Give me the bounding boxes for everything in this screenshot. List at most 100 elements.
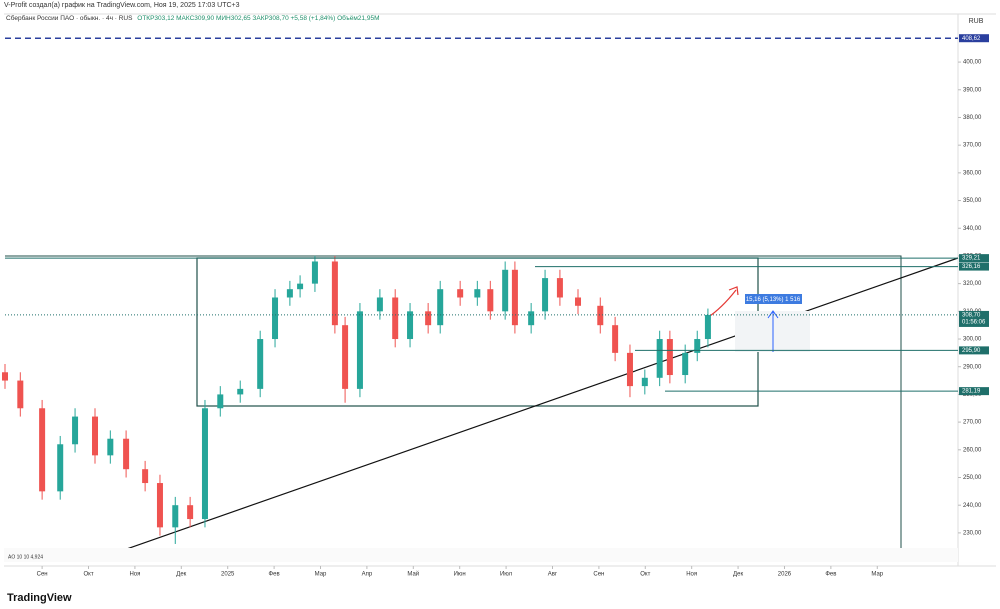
outer-range [5, 255, 902, 552]
price-label-bg [959, 346, 989, 355]
candle-body [187, 505, 194, 520]
candle-body [597, 305, 604, 326]
x-tick-label: Май [407, 571, 419, 578]
candle-body [172, 505, 179, 528]
price-label-bg [959, 310, 989, 327]
candle-body [704, 314, 711, 340]
candle-body [556, 278, 563, 298]
trend-line [117, 257, 959, 553]
x-tick-label: 2026 [778, 572, 792, 578]
candle-body [666, 339, 673, 376]
y-tick-label: 360,00 [963, 170, 982, 176]
candle-body [142, 469, 149, 484]
candle-body [437, 289, 444, 326]
candle-body [612, 325, 619, 353]
y-tick-label: 270,00 [963, 420, 982, 426]
y-tick-label: 320,00 [963, 281, 982, 287]
price-label: 326,16 [962, 264, 981, 270]
measure-arrowhead [767, 310, 779, 319]
candle-body [502, 269, 509, 312]
price-label-bg [959, 262, 989, 271]
candle-body [123, 438, 130, 470]
x-tick-label: Мар [315, 572, 327, 578]
candle-body [92, 416, 99, 456]
x-tick-label: Окт [83, 572, 93, 578]
candle-body [656, 339, 663, 378]
candle-body [107, 438, 114, 456]
candle-body [201, 408, 208, 520]
candle-body [425, 311, 432, 326]
candle-body [57, 444, 64, 492]
price-label-bg [959, 34, 989, 43]
forecast-arrowhead [728, 286, 739, 296]
y-tick-label: 290,00 [963, 364, 982, 370]
x-tick-label: Фев [825, 572, 836, 578]
x-tick-label: Апр [362, 572, 373, 578]
y-tick-label: 380,00 [963, 115, 982, 121]
y-tick-label: 350,00 [963, 198, 982, 204]
candle-body [641, 377, 648, 387]
indicator-label: AO 10 10 4,924 [8, 554, 43, 560]
x-tick-label: Авг [548, 572, 558, 578]
y-tick-label: 400,00 [963, 60, 982, 66]
candle-body [474, 289, 481, 298]
price-label-bg [959, 387, 989, 396]
y-tick-label: 250,00 [963, 475, 982, 481]
indicator-pane [4, 548, 958, 562]
candle-body [542, 278, 549, 312]
x-tick-label: 2025 [221, 572, 235, 578]
credit: V-Profit создал(а) график на TradingView… [4, 2, 240, 9]
y-tick-label: 230,00 [963, 530, 982, 536]
price-label: 329,21 [962, 256, 981, 262]
brand: TradingView [7, 592, 72, 604]
symbol: Сбербанк России ПАО · обыкн. · 4ч · RUS [6, 15, 133, 22]
candle-body [257, 339, 264, 389]
price-label: 408,62 [962, 36, 981, 42]
candle-body [311, 261, 318, 284]
x-tick-label: Июн [454, 572, 466, 578]
candle-body [297, 283, 304, 290]
x-tick-label: Дек [733, 572, 743, 578]
candle-body [217, 394, 224, 409]
currency: RUB [969, 18, 984, 25]
candle-body [528, 311, 535, 326]
candle-body [511, 269, 518, 326]
candle-body [694, 339, 701, 353]
x-tick-label: Июл [500, 572, 513, 578]
candle-body [342, 325, 349, 389]
candle-body [331, 261, 338, 326]
candle-body [376, 297, 383, 312]
x-tick-label: Ноя [129, 572, 140, 578]
candle-body [17, 380, 24, 409]
legend: Сбербанк России ПАО · обыкн. · 4ч · RUS … [6, 15, 380, 22]
candle-body [237, 388, 244, 395]
x-tick-label: Ноя [686, 572, 697, 578]
x-tick-label: Мар [871, 572, 883, 578]
measure-label-bg [745, 294, 802, 304]
y-tick-label: 340,00 [963, 226, 982, 232]
countdown: 01:56:06 [962, 320, 986, 326]
candle-body [487, 289, 494, 312]
price-label: 295,90 [962, 348, 981, 354]
drawings [5, 255, 959, 553]
price-label-bg [959, 254, 989, 263]
x-tick-label: Дек [176, 572, 186, 578]
candle-body [682, 352, 689, 376]
x-tick-label: Окт [640, 572, 650, 578]
candle-body [392, 297, 399, 340]
price-label: 308,70 [962, 313, 981, 319]
ohlc: ОТКР303,12 МАКС309,90 МИН302,65 ЗАКР308,… [137, 15, 380, 22]
candle-body [457, 289, 464, 298]
y-tick-label: 300,00 [963, 337, 982, 343]
y-tick-label: 390,00 [963, 87, 982, 93]
y-tick-label: 370,00 [963, 143, 982, 149]
candle-body [2, 372, 8, 381]
measure-label: 15,16 (5,13%) 1 516 [746, 297, 801, 303]
candle-body [575, 297, 582, 306]
candle-body [407, 311, 414, 340]
candle-body [286, 289, 293, 298]
y-tick-label: 260,00 [963, 447, 982, 453]
candle-body [272, 297, 279, 340]
